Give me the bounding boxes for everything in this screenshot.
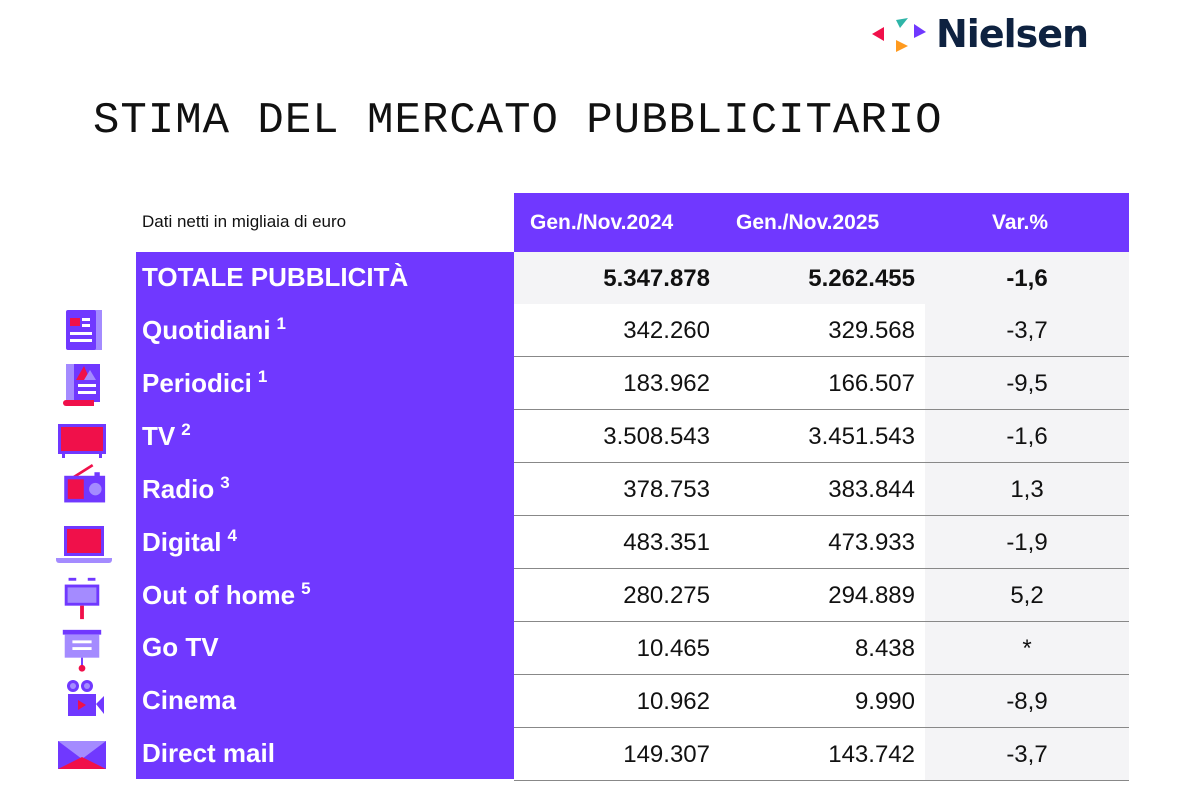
footnote-marker: 1: [276, 314, 287, 333]
cell-var: -9,5: [1006, 370, 1048, 397]
row-label: Periodici 1: [142, 367, 267, 399]
column-header-2025: Gen./Nov.2025: [736, 211, 880, 234]
cell-2025: 5.262.455: [808, 265, 915, 292]
cell-2024: 280.275: [623, 582, 710, 609]
cell-2024: 483.351: [623, 529, 710, 556]
tv-icon: [58, 424, 106, 458]
radio-icon: [64, 463, 106, 503]
magazine-icon: [63, 364, 100, 406]
table-row-go-tv: Go TV 10.465 8.438 *: [136, 622, 1129, 675]
cell-2025: 473.933: [828, 529, 915, 556]
laptop-icon: [56, 526, 112, 563]
row-label-text: Periodici: [142, 368, 252, 398]
cell-2025: 383.844: [828, 476, 915, 503]
table-row-tv: TV 2 3.508.543 3.451.543 -1,6: [136, 410, 1129, 463]
cell-2025: 143.742: [828, 741, 915, 768]
table-row-periodici: Periodici 1 183.962 166.507 -9,5: [136, 357, 1129, 410]
row-label: Out of home 5: [142, 579, 311, 611]
label-column: [136, 252, 514, 779]
cell-2025: 329.568: [828, 317, 915, 344]
cell-2025: 8.438: [854, 635, 915, 662]
row-label: TOTALE PUBBLICITÀ: [142, 262, 409, 292]
screen-icon: [62, 629, 102, 672]
cell-2024: 3.508.543: [603, 423, 710, 450]
cell-2025: 3.451.543: [808, 423, 915, 450]
cell-2024: 149.307: [623, 741, 710, 768]
table-row-direct-mail: Direct mail 149.307 143.742 -3,7: [136, 728, 1129, 781]
row-label-text: Radio: [142, 474, 215, 504]
cell-2024: 5.347.878: [603, 265, 710, 292]
movie-camera-icon: [67, 680, 104, 716]
cell-var: *: [1022, 635, 1032, 662]
table-row-cinema: Cinema 10.962 9.990 -8,9: [136, 675, 1129, 728]
cell-var: 1,3: [1010, 476, 1044, 503]
cell-2025: 9.990: [854, 688, 915, 715]
column-header-var: Var.%: [992, 211, 1049, 234]
newspaper-icon: [66, 310, 102, 350]
row-label: Cinema: [142, 685, 236, 716]
cell-var: -3,7: [1006, 317, 1048, 344]
envelope-icon: [58, 741, 106, 769]
cell-var: -1,9: [1006, 529, 1048, 556]
row-label: TV 2: [142, 420, 191, 452]
row-label-text: Cinema: [142, 685, 236, 715]
table-subtitle: Dati netti in migliaia di euro: [142, 212, 347, 231]
row-label-text: Direct mail: [142, 738, 275, 768]
nielsen-logo: Nielsen: [870, 12, 1089, 56]
table-row-total: TOTALE PUBBLICITÀ 5.347.878 5.262.455 -1…: [136, 252, 1129, 305]
cell-2024: 342.260: [623, 317, 710, 344]
row-label: Quotidiani 1: [142, 314, 286, 346]
row-label-text: Out of home: [142, 580, 296, 610]
column-header-2024: Gen./Nov.2024: [530, 211, 674, 234]
table-row-radio: Radio 3 378.753 383.844 1,3: [136, 463, 1129, 516]
row-label: Radio 3: [142, 473, 230, 505]
cell-2024: 10.465: [636, 635, 710, 662]
row-label-text: Digital: [142, 527, 222, 557]
nielsen-logo-mark-icon: [872, 18, 926, 52]
row-label-text: TV: [142, 421, 176, 451]
page-title: STIMA DEL MERCATO PUBBLICITARIO: [93, 96, 943, 146]
footnote-marker: 1: [257, 367, 268, 386]
billboard-icon: [64, 577, 100, 620]
cell-var: -1,6: [1006, 265, 1048, 292]
row-label: Direct mail: [142, 738, 275, 769]
table-header: Gen./Nov.2024 Gen./Nov.2025 Var.%: [514, 193, 1129, 252]
table-row-out-of-home: Out of home 5 280.275 294.889 5,2: [136, 569, 1129, 622]
cell-2024: 378.753: [623, 476, 710, 503]
footnote-marker: 2: [181, 420, 191, 439]
cell-var: -3,7: [1006, 741, 1048, 768]
footnote-marker: 3: [220, 473, 230, 492]
footnote-marker: 4: [227, 526, 237, 545]
row-label: Go TV: [142, 632, 219, 663]
logo-text: Nielsen: [936, 12, 1089, 56]
row-label-text: Go TV: [142, 632, 219, 662]
cell-2025: 166.507: [828, 370, 915, 397]
footnote-marker: 5: [301, 579, 311, 598]
table-row-digital: Digital 4 483.351 473.933 -1,9: [136, 516, 1129, 569]
cell-2024: 10.962: [636, 688, 710, 715]
row-label: Digital 4: [142, 526, 237, 558]
cell-2024: 183.962: [623, 370, 710, 397]
cell-2025: 294.889: [828, 582, 915, 609]
cell-var: -8,9: [1006, 688, 1048, 715]
cell-var: 5,2: [1010, 582, 1044, 609]
row-label-text: Quotidiani: [142, 315, 271, 345]
table-row-quotidiani: Quotidiani 1 342.260 329.568 -3,7: [136, 304, 1129, 357]
cell-var: -1,6: [1006, 423, 1048, 450]
